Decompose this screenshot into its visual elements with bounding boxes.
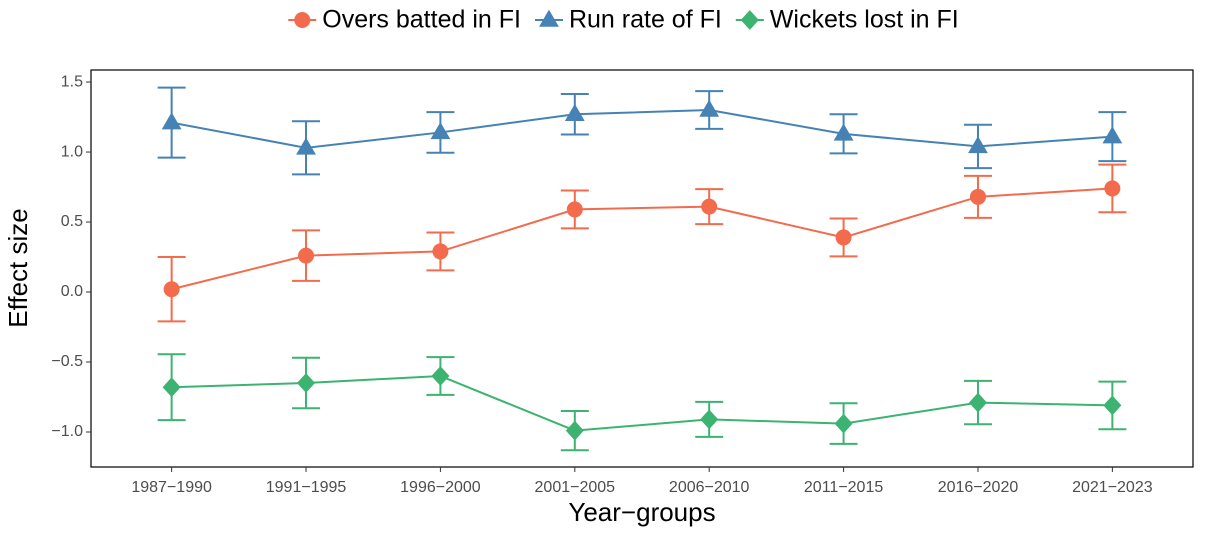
marker <box>297 373 316 393</box>
x-tick-label: 2021−2023 <box>1072 479 1153 496</box>
y-tick-label: 1.0 <box>61 143 83 160</box>
legend: Overs batted in FI Run rate of FI Wickets … <box>288 6 959 34</box>
marker <box>968 392 987 413</box>
marker <box>431 366 450 386</box>
legend-label: Overs batted in FI <box>322 6 521 34</box>
marker <box>1102 126 1123 144</box>
legend-label: Wickets lost in FI <box>770 6 959 34</box>
marker <box>1103 395 1122 416</box>
legend-item: Overs batted in FI <box>288 6 521 34</box>
y-tick-label: −1.0 <box>51 423 83 440</box>
marker <box>833 123 854 141</box>
series-line <box>171 109 1113 149</box>
marker <box>834 413 853 434</box>
marker <box>565 420 584 441</box>
y-axis-title: Effect size <box>3 208 33 327</box>
marker <box>298 247 315 264</box>
marker <box>1104 180 1121 197</box>
series-line <box>171 187 1113 291</box>
marker <box>566 201 583 218</box>
marker <box>700 409 719 430</box>
x-tick-label: 1996−2000 <box>400 479 481 496</box>
y-tick-label: 0.0 <box>61 283 83 300</box>
legend-label: Run rate of FI <box>569 6 722 34</box>
marker <box>699 99 720 117</box>
marker <box>296 137 316 155</box>
marker <box>701 198 718 215</box>
y-tick-label: −0.5 <box>51 353 83 370</box>
panel-border <box>90 69 1194 468</box>
x-tick-label: 2011−2015 <box>804 479 883 496</box>
x-tick-label: 2006−2010 <box>669 479 750 496</box>
x-tick-label: 1987−1990 <box>131 479 212 496</box>
x-tick-label: 2001−2005 <box>535 479 616 496</box>
y-tick-label: 1.5 <box>61 73 83 90</box>
x-tick-label: 1991−1995 <box>266 479 347 496</box>
marker <box>162 377 181 398</box>
marker <box>969 188 986 205</box>
marker <box>161 112 182 130</box>
marker <box>163 281 180 298</box>
marker <box>740 10 759 30</box>
marker <box>432 243 449 260</box>
marker <box>539 9 559 27</box>
x-tick-label: 2016−2020 <box>938 479 1019 496</box>
marker <box>968 136 988 154</box>
marker <box>835 229 852 246</box>
marker <box>430 122 451 140</box>
legend-item: Wickets lost in FI <box>735 6 959 34</box>
series-line <box>171 374 1113 432</box>
y-tick-label: 0.5 <box>61 213 83 230</box>
marker <box>564 103 585 121</box>
legend-item: Run rate of FI <box>534 6 722 34</box>
x-axis-title: Year−groups <box>568 497 715 527</box>
marker <box>294 12 311 28</box>
